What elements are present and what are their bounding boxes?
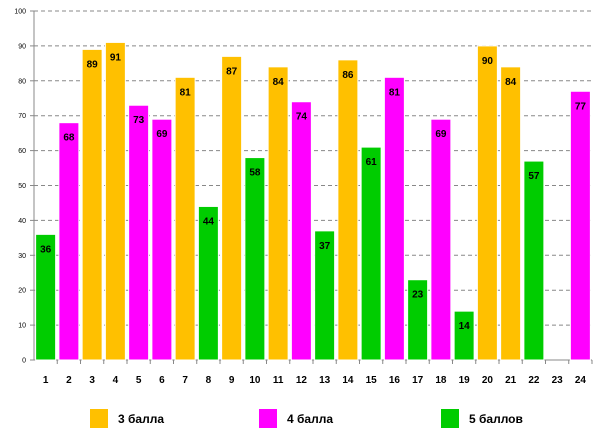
data-label: 57	[528, 171, 540, 182]
bar	[500, 66, 522, 361]
data-label: 86	[342, 70, 354, 81]
y-tick-label: 70	[18, 113, 26, 120]
bar	[314, 230, 336, 361]
bar	[476, 45, 498, 361]
x-tick-label: 21	[505, 375, 517, 386]
x-tick-label: 11	[273, 375, 284, 386]
bar	[221, 55, 243, 361]
data-label: 73	[133, 115, 145, 126]
x-tick-label: 14	[342, 375, 354, 386]
bar	[267, 66, 289, 361]
x-tick-label: 7	[182, 375, 188, 386]
bar	[58, 122, 80, 361]
bar	[81, 48, 103, 361]
data-label: 84	[505, 77, 517, 88]
data-label: 87	[226, 66, 238, 77]
data-label: 91	[110, 52, 122, 63]
y-tick-label: 80	[18, 78, 26, 85]
data-label: 74	[296, 112, 308, 123]
bar	[244, 157, 266, 361]
bar	[407, 279, 429, 361]
legend-label: 4 балла	[287, 412, 333, 426]
bar	[523, 160, 545, 361]
bar	[35, 233, 57, 361]
x-tick-label: 22	[528, 375, 540, 386]
bar	[453, 310, 475, 361]
x-tick-label: 2	[66, 375, 72, 386]
bar	[151, 118, 173, 361]
x-tick-label: 3	[89, 375, 95, 386]
x-tick-label: 8	[206, 375, 212, 386]
bar	[337, 59, 359, 361]
bar	[197, 205, 219, 361]
data-label: 23	[412, 290, 424, 301]
bar	[104, 41, 126, 361]
legend-swatch	[90, 409, 108, 428]
data-label: 44	[203, 216, 215, 227]
y-tick-label: 60	[18, 148, 26, 155]
x-tick-label: 9	[229, 375, 235, 386]
legend-label: 5 баллов	[469, 412, 523, 426]
y-tick-label: 0	[22, 358, 26, 365]
x-tick-label: 19	[459, 375, 471, 386]
x-tick-label: 13	[319, 375, 331, 386]
data-label: 69	[156, 129, 168, 140]
data-label: 36	[40, 244, 52, 255]
x-tick-label: 6	[159, 375, 165, 386]
data-label: 61	[366, 157, 378, 168]
data-label: 58	[249, 168, 261, 179]
y-tick-label: 30	[18, 253, 26, 260]
data-label: 89	[87, 59, 99, 70]
x-tick-label: 18	[435, 375, 447, 386]
x-tick-label: 15	[366, 375, 378, 386]
bar	[430, 118, 452, 361]
bar	[174, 76, 196, 361]
data-label: 84	[273, 77, 285, 88]
bar	[360, 146, 382, 361]
bar	[128, 104, 150, 361]
x-tick-label: 16	[389, 375, 401, 386]
y-tick-label: 100	[14, 9, 26, 16]
legend-label: 3 балла	[118, 412, 164, 426]
x-tick-label: 23	[552, 375, 564, 386]
data-label: 68	[63, 133, 75, 144]
x-tick-label: 4	[113, 375, 119, 386]
x-tick-label: 10	[249, 375, 261, 386]
data-label: 14	[459, 321, 471, 332]
data-label: 37	[319, 241, 331, 252]
y-tick-label: 20	[18, 288, 26, 295]
y-tick-label: 90	[18, 43, 26, 50]
bar	[290, 101, 312, 361]
x-tick-label: 1	[43, 375, 49, 386]
x-tick-label: 24	[575, 375, 587, 386]
data-label: 81	[180, 87, 192, 98]
y-tick-label: 40	[18, 218, 26, 225]
data-label: 77	[575, 101, 587, 112]
bar	[569, 90, 591, 361]
x-tick-label: 12	[296, 375, 308, 386]
data-label: 90	[482, 56, 494, 67]
x-tick-label: 17	[412, 375, 424, 386]
data-label: 69	[435, 129, 447, 140]
legend-swatch	[441, 409, 459, 428]
bar	[383, 76, 405, 361]
legend-swatch	[259, 409, 277, 428]
y-tick-label: 50	[18, 183, 26, 190]
x-tick-label: 20	[482, 375, 494, 386]
y-tick-label: 10	[18, 323, 26, 330]
data-label: 81	[389, 87, 401, 98]
x-tick-label: 5	[136, 375, 142, 386]
